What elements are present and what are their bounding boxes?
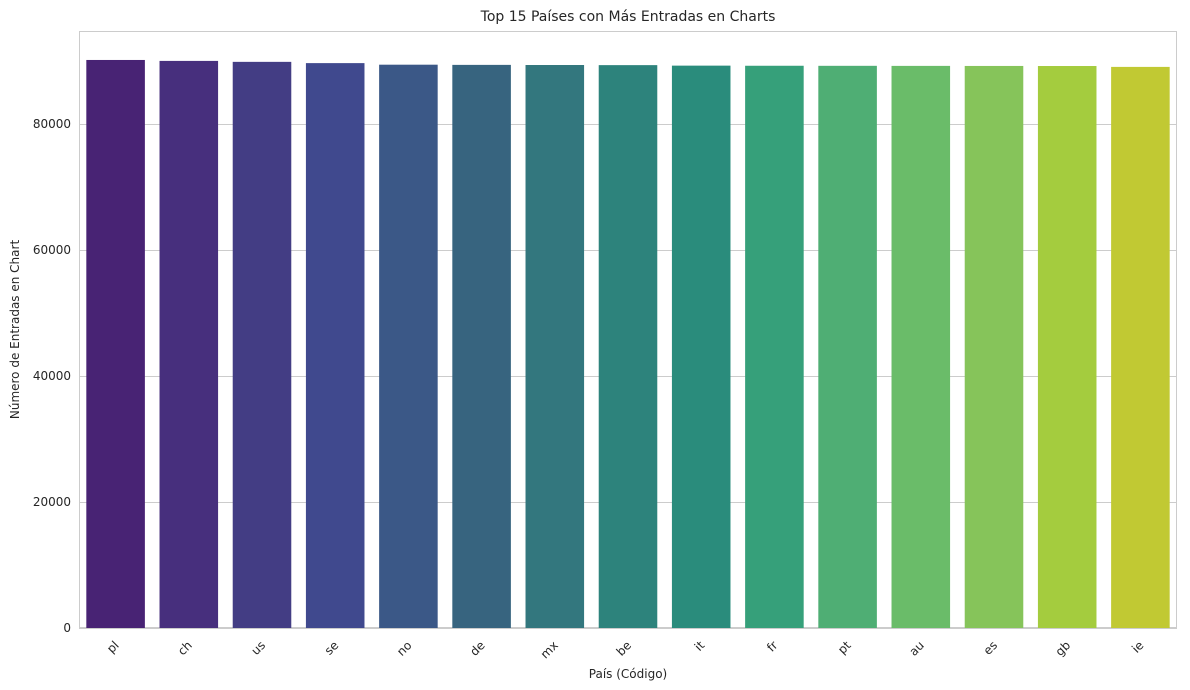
bar-pt — [818, 65, 877, 628]
bar-ie — [1111, 66, 1170, 628]
chart-title: Top 15 Países con Más Entradas en Charts — [480, 9, 776, 25]
y-tick-label: 80000 — [33, 117, 71, 131]
y-tick-label: 60000 — [33, 243, 71, 257]
bar-se — [305, 63, 365, 629]
y-axis-ticks: 0 20000 40000 60000 80000 — [33, 117, 71, 635]
x-tick-label-pt: pt — [835, 638, 854, 657]
x-tick-label-fr: fr — [764, 638, 780, 654]
bar-au — [891, 65, 951, 628]
x-tick-label-ch: ch — [175, 638, 195, 658]
y-tick-label: 0 — [63, 621, 71, 635]
x-tick-label-mx: mx — [538, 638, 561, 661]
x-axis-label: País (Código) — [589, 667, 667, 681]
bar-gb — [1037, 66, 1097, 629]
bar-us — [232, 61, 292, 628]
x-axis-ticks: pl ch us se no de mx be it fr pt au es gb ie — [104, 638, 1146, 661]
x-tick-label-au: au — [906, 638, 926, 658]
x-tick-label-es: es — [981, 638, 1001, 658]
x-tick-label-be: be — [614, 638, 635, 659]
bar-mx — [525, 65, 585, 628]
y-axis-label: Número de Entradas en Chart — [8, 240, 22, 420]
x-tick-label-pl: pl — [104, 638, 122, 656]
bar-pl — [86, 59, 145, 628]
bar-de — [452, 64, 511, 629]
x-tick-label-ie: ie — [1129, 638, 1146, 655]
bar-no — [379, 64, 438, 628]
bars — [86, 59, 1170, 629]
x-tick-label-se: se — [322, 638, 342, 658]
bar-es — [964, 65, 1024, 629]
bar-be — [598, 65, 658, 629]
bar-ch — [159, 60, 219, 629]
y-tick-label: 40000 — [33, 369, 71, 383]
x-tick-label-de: de — [467, 638, 488, 659]
x-tick-label-us: us — [248, 638, 268, 658]
x-tick-label-no: no — [394, 638, 414, 658]
bar-fr — [745, 65, 804, 628]
x-tick-label-gb: gb — [1053, 638, 1074, 659]
x-tick-label-it: it — [692, 638, 708, 654]
y-tick-label: 20000 — [33, 495, 71, 509]
bar-it — [671, 65, 731, 628]
